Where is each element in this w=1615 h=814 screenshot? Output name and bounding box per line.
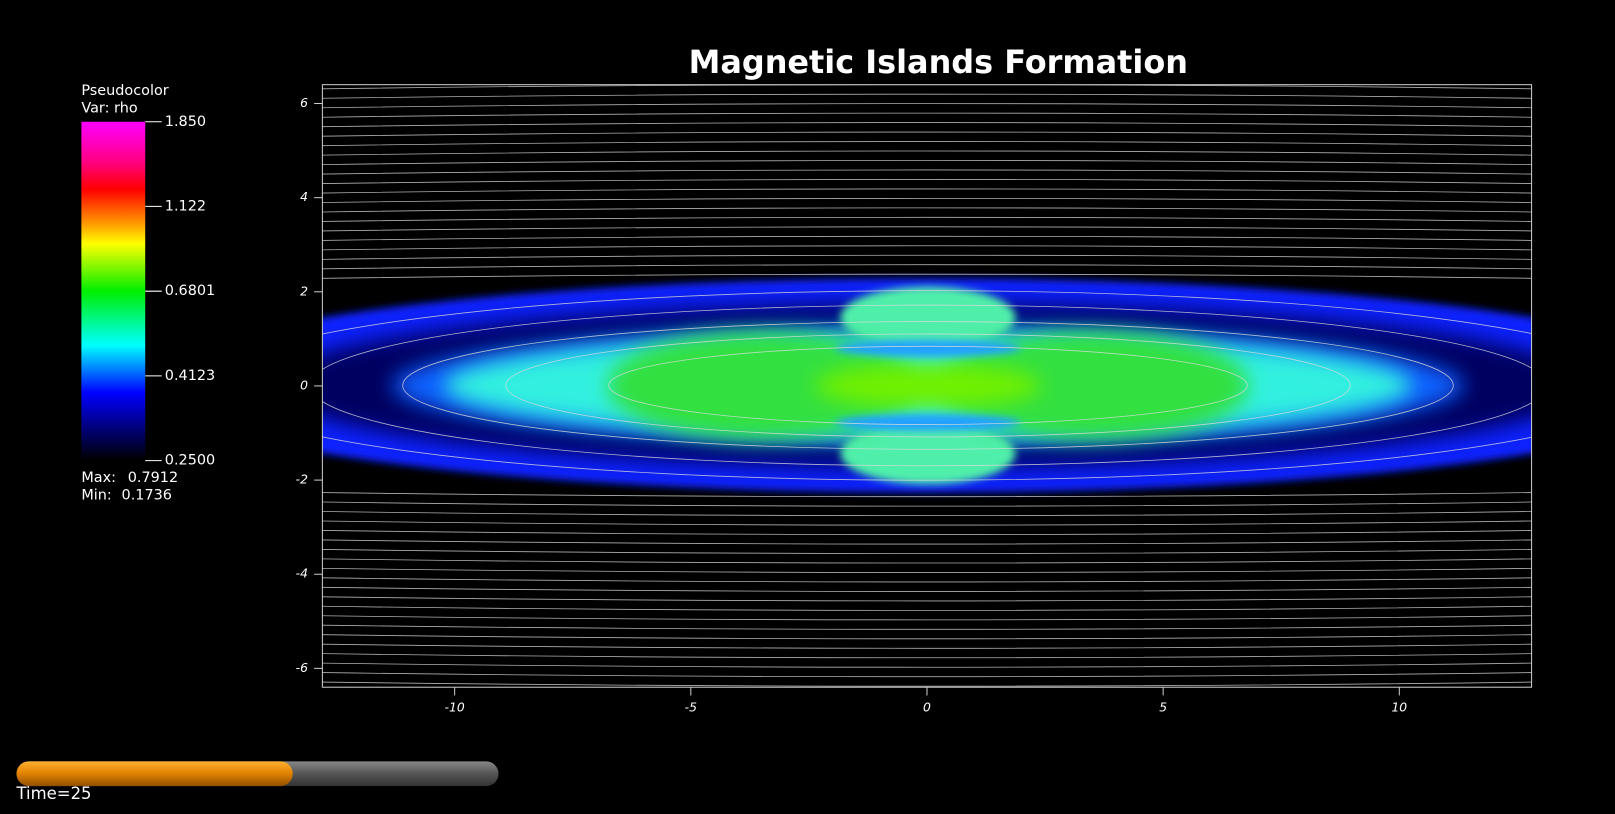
field — [322, 84, 1532, 687]
max-label: Max: — [81, 470, 116, 486]
field-line — [322, 197, 1532, 203]
field-line — [505, 333, 1351, 438]
field-line — [322, 672, 1532, 678]
field-line — [322, 304, 1532, 467]
field-line — [322, 605, 1532, 611]
x-tick-label: -5 — [685, 700, 697, 714]
y-tick-label: -2 — [296, 473, 308, 487]
field-line — [322, 245, 1532, 251]
chart-title: Magnetic Islands Formation — [689, 43, 1188, 81]
y-tick-label: -6 — [296, 661, 308, 675]
field-line — [322, 539, 1532, 545]
field-line — [322, 84, 1532, 90]
min-label: Min: — [81, 488, 111, 504]
field-line — [322, 624, 1532, 630]
field-line — [322, 112, 1532, 118]
colorbar — [81, 121, 146, 461]
field-line — [322, 264, 1532, 270]
y-tick-label: 2 — [300, 284, 308, 298]
field-line — [322, 207, 1532, 213]
field-line — [322, 122, 1532, 128]
field-line — [322, 226, 1532, 232]
x-tick-label: 5 — [1159, 700, 1167, 714]
field-line — [322, 150, 1532, 156]
x-tick-label: -10 — [445, 700, 465, 714]
field-line — [322, 520, 1532, 526]
x-tick-label: 10 — [1391, 700, 1407, 714]
x-tick-label: 0 — [923, 700, 931, 714]
field-line — [322, 290, 1532, 481]
colorbar-tick-label: 0.6801 — [165, 283, 215, 299]
y-tick-label: 0 — [300, 378, 308, 392]
field-line — [322, 530, 1532, 535]
field-line — [322, 141, 1532, 147]
field-line — [322, 577, 1532, 583]
field-line — [322, 160, 1532, 166]
field-line — [322, 188, 1532, 194]
field-line — [608, 345, 1248, 425]
field-line — [322, 681, 1532, 687]
colorbar-tick-label: 0.4123 — [165, 368, 215, 384]
field-line — [322, 558, 1532, 564]
colorbar-tick-label: 0.2500 — [165, 453, 215, 469]
field-line — [322, 179, 1532, 184]
colorbar-variable: Var: rho — [81, 100, 137, 116]
field-line — [322, 93, 1532, 99]
field-line — [322, 501, 1532, 507]
y-tick-label: 4 — [300, 190, 308, 204]
field-line — [322, 131, 1532, 137]
field-line — [322, 254, 1532, 260]
field-line — [322, 103, 1532, 109]
colorbar-tick-label: 1.850 — [165, 114, 206, 130]
max-value: 0.7912 — [128, 470, 178, 486]
field-line — [322, 567, 1532, 573]
field-line — [322, 596, 1532, 602]
y-tick-label: -4 — [296, 567, 308, 581]
field-line — [322, 511, 1532, 517]
field-line — [322, 216, 1532, 222]
field-line — [322, 169, 1532, 175]
field-line — [322, 273, 1532, 279]
field-line — [402, 321, 1454, 450]
time-slider-progress — [16, 761, 293, 787]
field-line — [322, 662, 1532, 668]
field-line — [322, 634, 1532, 640]
min-value: 0.1736 — [122, 488, 172, 504]
field-line — [322, 653, 1532, 659]
colorbar-title: Pseudocolor — [81, 83, 168, 99]
field-line — [322, 548, 1532, 554]
field-line — [322, 615, 1532, 621]
y-tick-label: 6 — [300, 96, 308, 110]
field-line — [322, 235, 1532, 241]
field-line — [322, 492, 1532, 498]
field-line — [322, 643, 1532, 649]
field-line — [322, 586, 1532, 592]
time-label: Time=25 — [15, 784, 91, 803]
colorbar-tick-label: 1.122 — [165, 198, 206, 214]
